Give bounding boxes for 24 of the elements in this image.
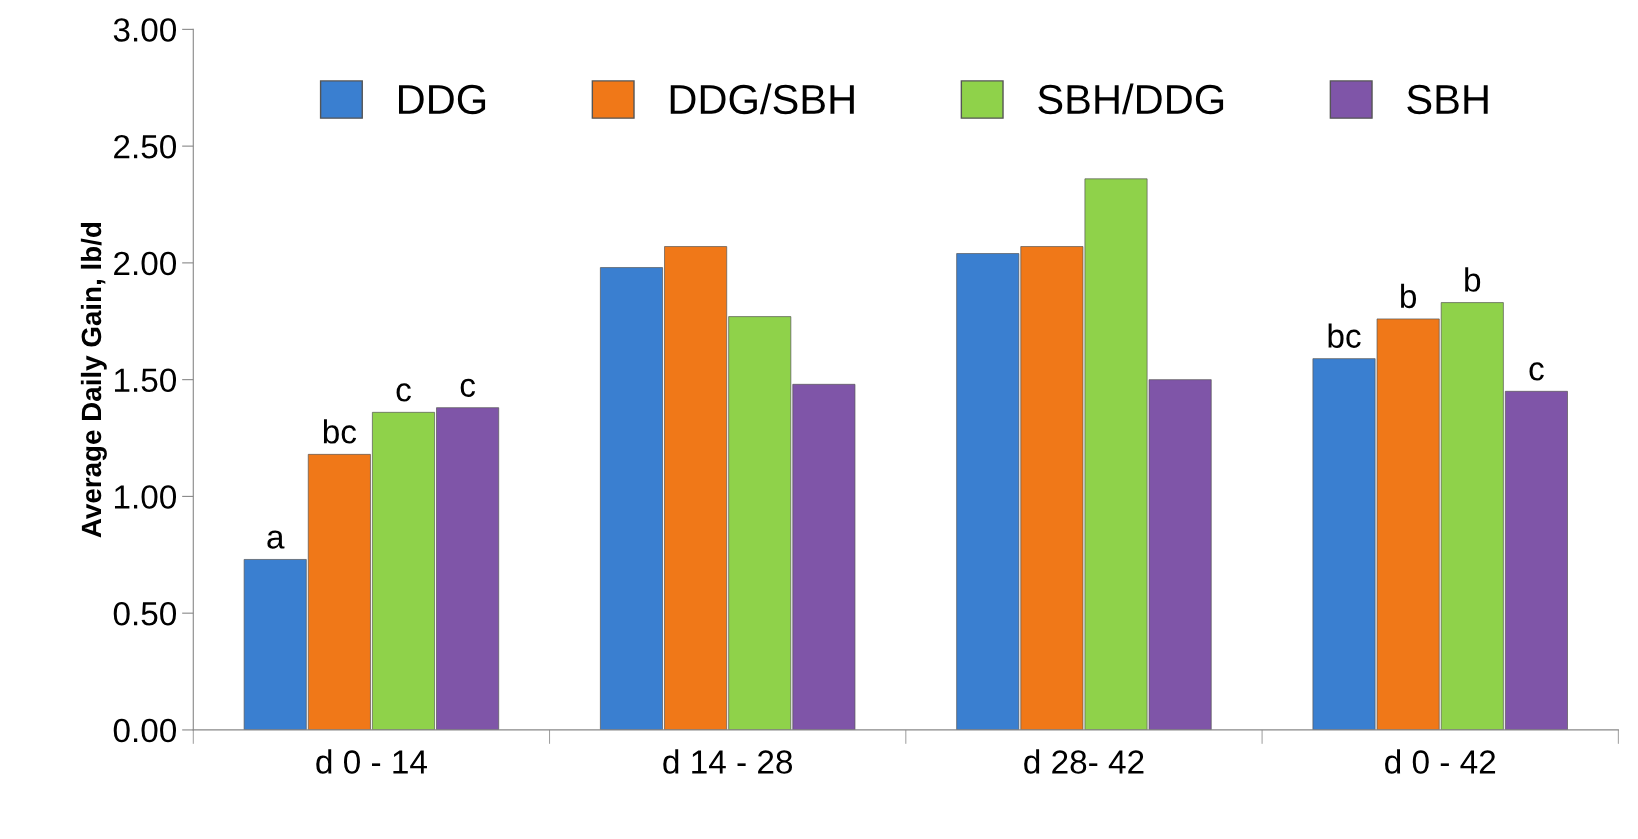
legend-label: SBH [1407,84,1488,115]
y-tick-label: 1.00 [114,485,177,509]
y-tick-label: 0.50 [113,601,177,626]
legend-label: SBH/DDG [1038,83,1224,115]
y-tick-label: 3.00 [113,18,177,42]
data-label: b [1465,267,1481,292]
data-label: bc [323,419,357,444]
y-axis-title: Average Daily Gain, lb/d [80,222,107,538]
data-label: bc [1328,323,1361,348]
legend-label: DDG [399,84,486,115]
data-label: a [267,530,285,549]
x-tick-label: d 0 - 42 [1385,749,1496,774]
data-label: c [460,378,476,397]
x-tick-label: d 0 - 14 [316,749,427,774]
data-label: c [396,383,411,402]
y-tick-label: 2.00 [114,251,177,276]
legend-label: DDG/SBH [670,83,854,115]
data-label: c [1529,362,1544,381]
x-tick-label: d 14 - 28 [663,749,793,774]
y-tick-label: 2.50 [114,134,177,159]
x-tick-label: d 28- 42 [1024,749,1144,774]
data-label: b [1401,283,1417,309]
y-tick-label: 1.50 [114,368,177,393]
y-tick-label: 0.00 [113,718,177,743]
